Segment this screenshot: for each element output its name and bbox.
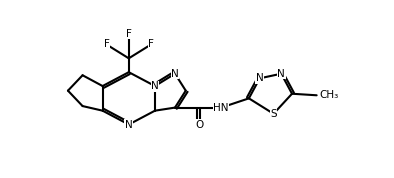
Text: F: F — [148, 40, 154, 49]
Text: N: N — [171, 69, 179, 79]
Text: N: N — [277, 69, 285, 79]
Text: F: F — [126, 29, 132, 39]
Text: N: N — [125, 120, 133, 130]
Text: O: O — [195, 120, 204, 130]
Text: N: N — [256, 73, 264, 83]
Text: CH₃: CH₃ — [320, 90, 339, 100]
Text: HN: HN — [214, 103, 229, 113]
Text: S: S — [270, 109, 277, 119]
Text: F: F — [104, 40, 110, 49]
Text: N: N — [151, 81, 159, 91]
